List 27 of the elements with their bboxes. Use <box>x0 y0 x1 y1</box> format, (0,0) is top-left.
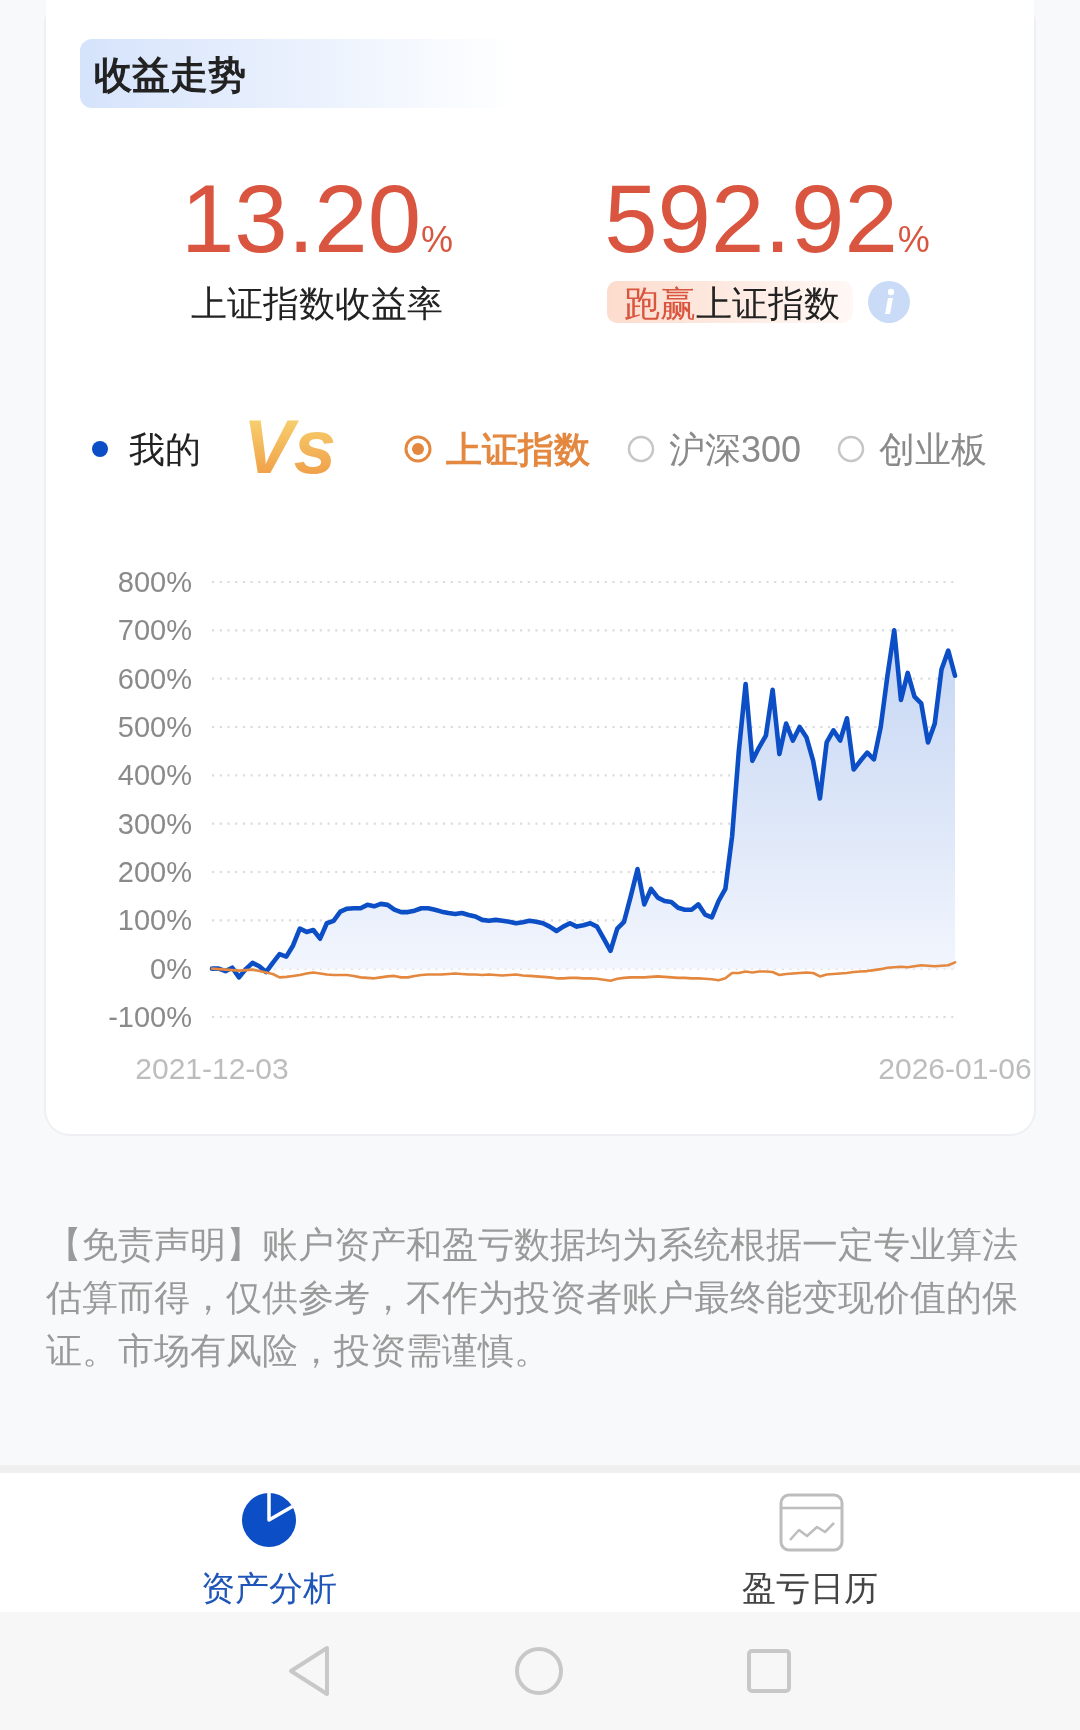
y-tick-label: -100% <box>108 1001 192 1033</box>
text: Vs <box>243 404 336 489</box>
x-tick-label: 2026-01-06 <box>878 1052 1032 1085</box>
text: 盈亏日历 <box>742 1569 878 1607</box>
text: 创业板 <box>879 429 987 470</box>
text: 592.92% <box>604 165 930 272</box>
y-tick-label: 400% <box>117 759 192 792</box>
y-tick-label: 0% <box>150 952 192 985</box>
legend-label: 我的 <box>129 429 201 470</box>
legend-label: 上证指数 <box>446 429 591 470</box>
y-tick-label: 700% <box>117 614 192 647</box>
text: 跑赢 <box>624 283 696 324</box>
y-tick-label: 600% <box>117 662 192 695</box>
y-tick-label: 300% <box>117 807 192 840</box>
y-tick-label: 500% <box>117 711 192 743</box>
y-tick-label: 100% <box>117 904 192 937</box>
x-tick-label: 2021-12-03 <box>135 1052 289 1085</box>
text: 沪深300 <box>669 429 802 470</box>
y-tick-label: 800% <box>117 566 192 598</box>
y-tick-label: 200% <box>117 856 192 888</box>
text: 资产分析 <box>201 1569 337 1607</box>
text: 【免责声明】账户资产和盈亏数据均为系统根据一定专业算法估算而得，仅供参考，不作为投资者账户最终能变现价值的保证。市场有风险，投资需谨慎。 <box>46 1223 1019 1373</box>
text: 上证指数收益率 <box>191 283 443 324</box>
text: 13.20% <box>180 165 454 272</box>
line-series <box>210 961 957 983</box>
text: 上证指数 <box>696 283 840 324</box>
chart-title: 收益走势 <box>94 54 246 96</box>
